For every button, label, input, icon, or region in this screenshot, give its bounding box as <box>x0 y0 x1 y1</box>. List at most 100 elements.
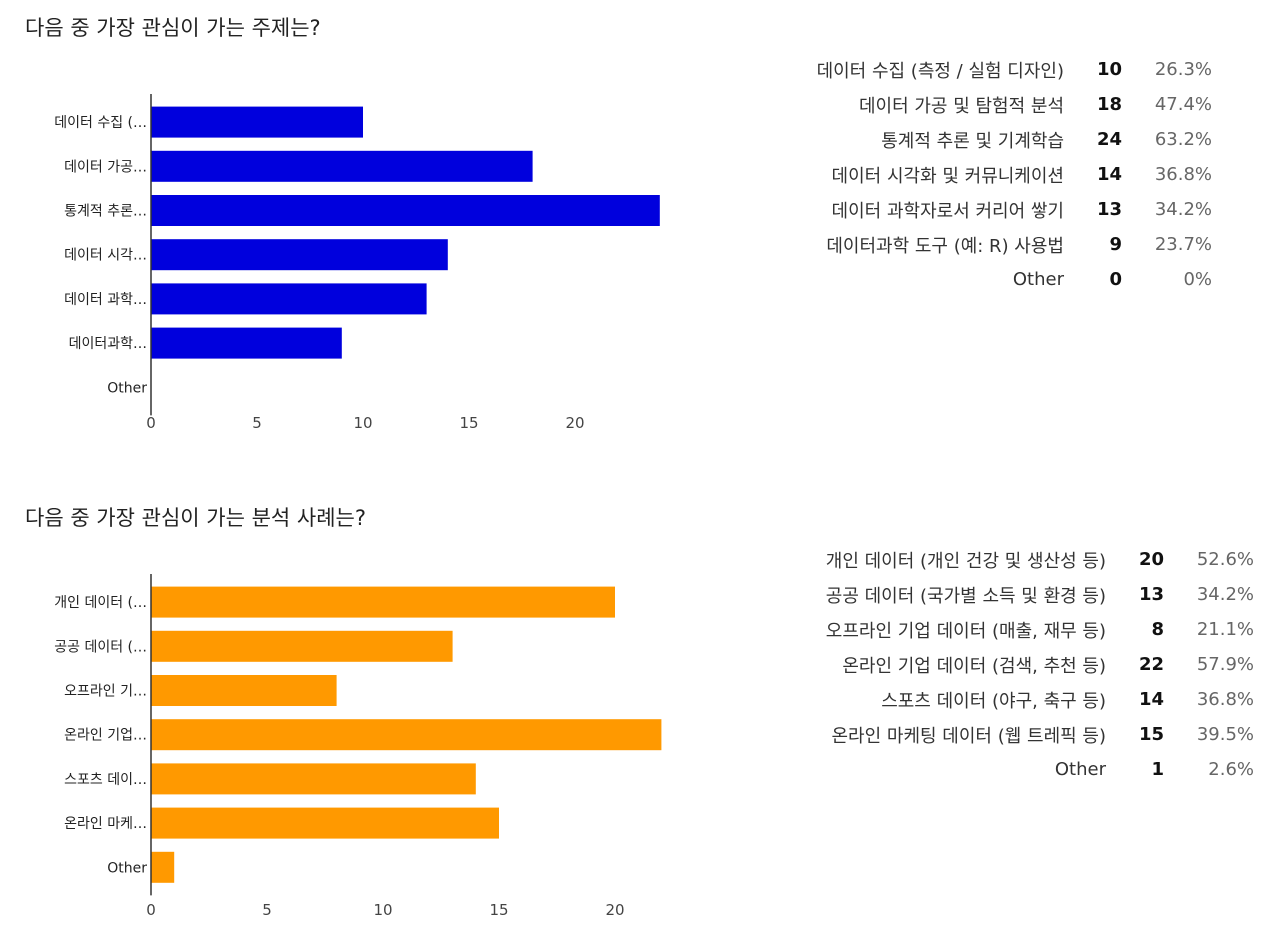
category-label: 공공 데이터 (… <box>54 639 147 655</box>
legend-percent: 36.8% <box>1154 164 1212 185</box>
legend-percent: 63.2% <box>1154 129 1212 150</box>
results-legend-topics: 데이터 수집 (측정 / 실험 디자인) 10 26.3% 데이터 가공 및 탐험적 … <box>817 52 1212 297</box>
x-tick-label: 5 <box>262 901 272 919</box>
legend-label: 데이터과학 도구 (예: R) 사용법 <box>826 235 1064 257</box>
legend-percent: 2.6% <box>1208 759 1254 780</box>
legend-percent: 52.6% <box>1196 549 1254 570</box>
legend-percent: 57.9% <box>1196 654 1254 675</box>
legend-count: 8 <box>1151 619 1164 640</box>
bar <box>151 675 337 706</box>
legend-label: Other <box>1012 269 1064 290</box>
legend-row: 온라인 마케팅 데이터 (웹 트레픽 등) 15 39.5% <box>826 717 1255 752</box>
category-label: 온라인 마케… <box>64 816 147 832</box>
legend-row: 데이터 가공 및 탐험적 분석 18 47.4% <box>817 87 1212 122</box>
category-label: 온라인 기업… <box>64 728 147 744</box>
legend-label: 개인 데이터 (개인 건강 및 생산성 등) <box>825 550 1106 572</box>
legend-row: 데이터 수집 (측정 / 실험 디자인) 10 26.3% <box>817 52 1212 87</box>
legend-label: 공공 데이터 (국가별 소득 및 환경 등) <box>825 585 1106 607</box>
legend-percent: 34.2% <box>1196 584 1254 605</box>
legend-count: 10 <box>1096 59 1122 80</box>
legend-label: 온라인 기업 데이터 (검색, 추천 등) <box>842 655 1106 677</box>
bar <box>151 851 175 883</box>
category-label: 데이터 수집 (… <box>54 115 147 131</box>
bar <box>151 195 660 226</box>
legend-percent: 39.5% <box>1196 724 1254 745</box>
category-label: 개인 데이터 (… <box>54 595 147 611</box>
category-label: 스포츠 데이… <box>64 772 147 788</box>
legend-percent: 34.2% <box>1154 199 1212 220</box>
legend-count: 13 <box>1138 584 1164 605</box>
legend-percent: 23.7% <box>1154 234 1212 255</box>
legend-row: 데이터 과학자로서 커리어 쌓기 13 34.2% <box>817 192 1212 227</box>
legend-percent: 47.4% <box>1154 94 1212 115</box>
category-label: Other <box>107 380 147 396</box>
legend-label: 데이터 시각화 및 커뮤니케이션 <box>831 165 1064 187</box>
legend-row: 오프라인 기업 데이터 (매출, 재무 등) 8 21.1% <box>826 612 1254 647</box>
x-tick-label: 20 <box>565 414 584 432</box>
x-tick-label: 20 <box>605 901 624 919</box>
x-tick-label: 10 <box>353 414 372 432</box>
results-legend-cases: 개인 데이터 (개인 건강 및 생산성 등) 20 52.6% 공공 데이터 (국가별… <box>826 542 1254 787</box>
legend-row: Other 0 0% <box>817 262 1212 297</box>
legend-label: 데이터 과학자로서 커리어 쌓기 <box>831 200 1064 222</box>
category-label: 데이터 시각… <box>64 248 147 264</box>
survey-question-cases: 다음 중 가장 관심이 가는 분석 사례는? 개인 데이터 (… 공공 데이터 (… <box>0 490 1267 933</box>
legend-label: Other <box>1054 759 1106 780</box>
bar <box>151 327 342 359</box>
legend-count: 9 <box>1109 234 1122 255</box>
bar <box>151 283 427 315</box>
bar <box>151 807 499 839</box>
bar <box>151 719 662 751</box>
legend-percent: 36.8% <box>1196 689 1254 710</box>
legend-count: 24 <box>1096 129 1122 150</box>
legend-percent: 26.3% <box>1154 59 1212 80</box>
legend-row: 통계적 추론 및 기계학습 24 63.2% <box>817 122 1212 157</box>
bar <box>151 763 476 795</box>
legend-label: 온라인 마케팅 데이터 (웹 트레픽 등) <box>831 725 1107 747</box>
bar-chart-cases: 개인 데이터 (… 공공 데이터 (… 오프라인 기… 온라인 기업… 스포츠 데이… 온… <box>54 574 662 919</box>
question-title: 다음 중 가장 관심이 가는 분석 사례는? <box>25 506 366 530</box>
category-label: 데이터 가공… <box>64 159 147 175</box>
legend-row: Other 1 2.6% <box>826 752 1254 787</box>
legend-count: 1 <box>1151 759 1164 780</box>
legend-label: 데이터 가공 및 탐험적 분석 <box>858 95 1064 117</box>
legend-count: 13 <box>1096 199 1122 220</box>
question-title: 다음 중 가장 관심이 가는 주제는? <box>25 16 321 40</box>
legend-label: 스포츠 데이터 (야구, 축구 등) <box>881 690 1106 712</box>
survey-question-topics: 다음 중 가장 관심이 가는 주제는? 데이터 수집 (… 데이터 가공… 통계적 … <box>0 0 1267 460</box>
legend-count: 0 <box>1109 269 1122 290</box>
bar <box>151 586 615 618</box>
category-label: Other <box>107 860 147 876</box>
legend-label: 데이터 수집 (측정 / 실험 디자인) <box>816 60 1064 82</box>
legend-count: 20 <box>1138 549 1164 570</box>
category-label: 데이터과학… <box>69 336 147 352</box>
legend-count: 14 <box>1138 689 1164 710</box>
legend-label: 오프라인 기업 데이터 (매출, 재무 등) <box>825 620 1106 642</box>
legend-percent: 21.1% <box>1196 619 1254 640</box>
x-tick-label: 15 <box>459 414 478 432</box>
x-tick-label: 0 <box>146 414 156 432</box>
legend-row: 공공 데이터 (국가별 소득 및 환경 등) 13 34.2% <box>826 577 1254 612</box>
legend-count: 22 <box>1138 654 1164 675</box>
legend-row: 데이터 시각화 및 커뮤니케이션 14 36.8% <box>817 157 1212 192</box>
category-label: 통계적 추론… <box>64 204 147 220</box>
bar-chart-topics: 데이터 수집 (… 데이터 가공… 통계적 추론… 데이터 시각… 데이터 과학… 데이터… <box>54 94 660 432</box>
x-tick-label: 5 <box>252 414 262 432</box>
x-tick-label: 15 <box>489 901 508 919</box>
legend-label: 통계적 추론 및 기계학습 <box>881 130 1064 152</box>
legend-count: 14 <box>1096 164 1122 185</box>
legend-count: 18 <box>1096 94 1122 115</box>
x-tick-label: 10 <box>373 901 392 919</box>
legend-row: 온라인 기업 데이터 (검색, 추천 등) 22 57.9% <box>826 647 1254 682</box>
legend-count: 15 <box>1138 724 1164 745</box>
legend-row: 개인 데이터 (개인 건강 및 생산성 등) 20 52.6% <box>826 542 1254 577</box>
bar <box>151 150 533 182</box>
bar <box>151 630 453 662</box>
legend-percent: 0% <box>1183 269 1212 290</box>
bar <box>151 239 448 271</box>
x-tick-label: 0 <box>146 901 156 919</box>
category-label: 오프라인 기… <box>64 684 147 700</box>
bar <box>151 106 363 138</box>
category-label: 데이터 과학… <box>64 292 147 308</box>
legend-row: 스포츠 데이터 (야구, 축구 등) 14 36.8% <box>826 682 1254 717</box>
